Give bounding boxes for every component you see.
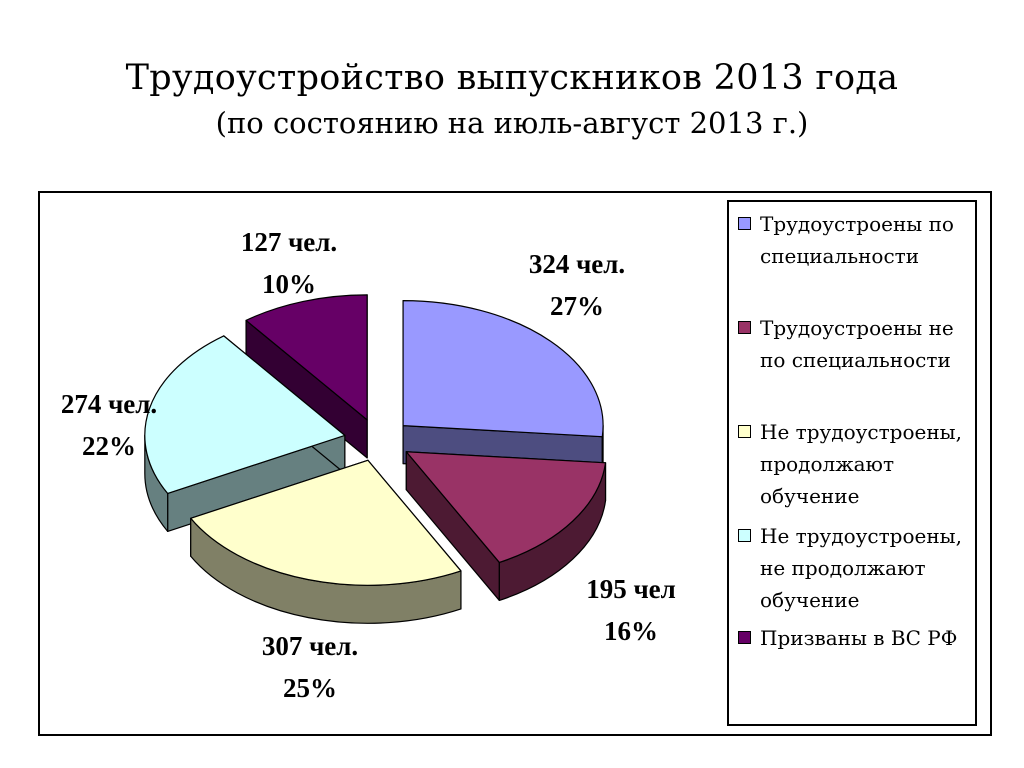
data-label-slice-1: 324 чел. 27% — [477, 243, 677, 327]
legend-label: Трудоустроены не по специальности — [760, 316, 954, 372]
legend-label: Призваны в ВС РФ — [760, 626, 958, 650]
data-label-percent: 25% — [283, 673, 337, 703]
data-label-percent: 10% — [262, 269, 316, 299]
slice-top-face — [245, 294, 368, 421]
data-label-percent: 16% — [604, 616, 658, 646]
slice-top-face — [402, 300, 604, 438]
data-label-value: 307 чел. — [261, 631, 359, 661]
legend-swatch — [738, 217, 751, 230]
data-label-slice-2: 195 чел 16% — [531, 568, 731, 652]
pie-slice — [190, 459, 462, 624]
pie-slice — [405, 451, 607, 602]
slice-top-face — [190, 459, 462, 586]
legend-label: Не трудоустроены, продолжают обучение — [760, 420, 962, 508]
data-label-value: 195 чел — [586, 574, 676, 604]
data-label-slice-5: 127 чел. 10% — [189, 221, 389, 305]
legend-swatch — [738, 529, 751, 542]
legend-swatch — [738, 321, 751, 334]
slide-title: Трудоустройство выпускников 2013 года — [125, 58, 899, 98]
pie-slice — [144, 335, 346, 532]
slice-top-face — [144, 335, 346, 494]
data-label-value: 127 чел. — [240, 227, 338, 257]
legend-label: Трудоустроены по специальности — [760, 212, 954, 268]
legend-swatch — [738, 425, 751, 438]
legend-label: Не трудоустроены, не продолжают обучение — [760, 524, 962, 612]
data-label-value: 324 чел. — [528, 249, 626, 279]
chart-legend: Трудоустроены по специальности Трудоустр… — [727, 200, 977, 726]
slide-subtitle: (по состоянию на июль-август 2013 г.) — [215, 106, 809, 140]
slice-top-face — [405, 451, 607, 564]
legend-swatch — [738, 631, 751, 644]
data-label-value: 274 чел. — [60, 389, 158, 419]
data-label-slice-4: 274 чел. 22% — [9, 383, 209, 467]
pie-slice — [245, 294, 368, 459]
data-label-percent: 22% — [82, 431, 136, 461]
data-label-percent: 27% — [550, 291, 604, 321]
data-label-slice-3: 307 чел. 25% — [210, 625, 410, 709]
